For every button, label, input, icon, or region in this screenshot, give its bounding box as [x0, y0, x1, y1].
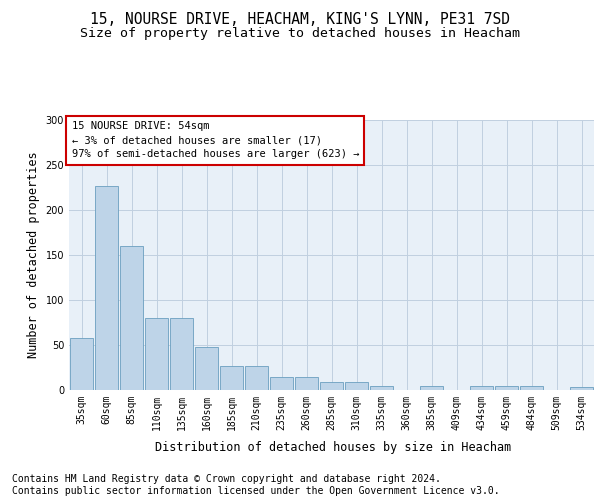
Bar [295, 376, 318, 390]
Bar [245, 366, 268, 390]
Y-axis label: Number of detached properties: Number of detached properties [27, 152, 40, 358]
Bar [345, 382, 368, 390]
Bar [195, 347, 218, 390]
Bar [120, 246, 143, 390]
Text: Contains HM Land Registry data © Crown copyright and database right 2024.: Contains HM Land Registry data © Crown c… [12, 474, 441, 484]
Text: 15 NOURSE DRIVE: 54sqm
← 3% of detached houses are smaller (17)
97% of semi-deta: 15 NOURSE DRIVE: 54sqm ← 3% of detached … [71, 122, 359, 160]
Bar [220, 366, 243, 390]
Bar [145, 318, 168, 390]
Bar [420, 386, 443, 390]
Bar [470, 386, 493, 390]
Bar [95, 186, 118, 390]
Bar [170, 318, 193, 390]
Text: 15, NOURSE DRIVE, HEACHAM, KING'S LYNN, PE31 7SD: 15, NOURSE DRIVE, HEACHAM, KING'S LYNN, … [90, 12, 510, 28]
Bar [70, 338, 93, 390]
Bar [570, 388, 593, 390]
Text: Distribution of detached houses by size in Heacham: Distribution of detached houses by size … [155, 441, 511, 454]
Bar [370, 386, 393, 390]
Bar [270, 376, 293, 390]
Text: Contains public sector information licensed under the Open Government Licence v3: Contains public sector information licen… [12, 486, 500, 496]
Text: Size of property relative to detached houses in Heacham: Size of property relative to detached ho… [80, 28, 520, 40]
Bar [320, 382, 343, 390]
Bar [495, 386, 518, 390]
Bar [520, 386, 543, 390]
